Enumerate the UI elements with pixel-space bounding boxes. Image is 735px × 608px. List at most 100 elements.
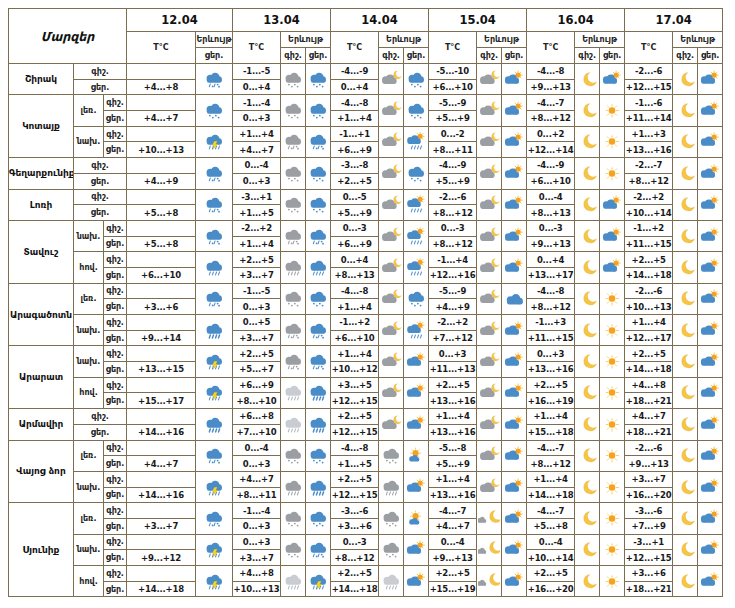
moon-icon xyxy=(673,189,698,220)
day-temp: +3...+6 xyxy=(331,518,379,534)
cloud-rain-lightgray-icon xyxy=(281,409,306,440)
sun-icon xyxy=(600,409,625,440)
day-temp: +14...+16 xyxy=(127,424,196,440)
cloud-sun-icon xyxy=(502,95,527,126)
day-subheader: ցեր. xyxy=(698,48,723,64)
night-temp: -5...-9 xyxy=(429,95,477,111)
cloud-sun-icon xyxy=(404,471,429,502)
cloud-sleet-blue-icon xyxy=(306,534,331,565)
cloud-sun-icon xyxy=(404,409,429,440)
night-temp: +1...+4 xyxy=(527,471,575,487)
night-temp: 0...-5 xyxy=(331,189,379,205)
night-temp: -2...-6 xyxy=(429,189,477,205)
night-temp: +2...+5 xyxy=(331,409,379,425)
night-temp: -1...+1 xyxy=(331,126,379,142)
day-temp: +5...+9 xyxy=(331,205,379,221)
page: Մարզեր12.0413.0414.0415.0416.0417.04T°CԵ… xyxy=(0,0,735,597)
moon-icon xyxy=(673,220,698,251)
day-temp: 0...+3 xyxy=(233,456,281,472)
day-temp: +13...+16 xyxy=(527,362,575,378)
day-temp: +4...+7 xyxy=(127,456,196,472)
night-temp: -4...-9 xyxy=(331,64,379,80)
temp-column-header: T°C xyxy=(625,32,673,64)
sun-cloud-icon xyxy=(404,440,429,471)
day-temp: +13...+16 xyxy=(429,487,477,503)
night-label: գիշ. xyxy=(104,471,127,487)
temp-column-header: T°C xyxy=(331,32,379,64)
day-subheader: ցեր. xyxy=(600,48,625,64)
moon-icon xyxy=(575,440,600,471)
night-label: գիշ. xyxy=(104,315,127,331)
day-temp: +5...+7 xyxy=(233,362,281,378)
night-temp: 0...+2 xyxy=(527,126,575,142)
night-temp xyxy=(127,503,196,519)
cloud-moon-icon xyxy=(477,126,502,157)
cloud-sun-icon xyxy=(502,189,527,220)
moon-icon xyxy=(673,346,698,377)
day-temp: +11...+15 xyxy=(527,330,575,346)
region-name: Տավուշ xyxy=(9,220,74,283)
sun-icon xyxy=(600,95,625,126)
cloud-snow-gray-icon xyxy=(281,64,306,95)
day-temp: +8...+12 xyxy=(527,456,575,472)
night-temp: +2...+5 xyxy=(429,377,477,393)
forecast-row: Արագածոտնլեռ.գիշ.-1...-5-4...-8-5...-9-4… xyxy=(9,283,723,299)
zone-label: լեռ. xyxy=(74,283,104,314)
moon-icon xyxy=(673,64,698,95)
day-temp: +3...+7 xyxy=(233,330,281,346)
night-temp: -1...+4 xyxy=(429,252,477,268)
phenomenon-column-header: Երևույթ xyxy=(477,32,527,48)
sun-icon xyxy=(600,566,625,597)
day-label: ցեր. xyxy=(104,267,127,283)
moon-icon xyxy=(673,95,698,126)
cloud-sun-icon xyxy=(502,64,527,95)
day-temp: +9...+13 xyxy=(527,236,575,252)
night-temp xyxy=(127,220,196,236)
cloud-sun-rain-icon xyxy=(404,315,429,346)
zone-label: նախ. xyxy=(74,346,104,377)
cloud-moon-icon xyxy=(477,377,502,408)
night-temp: 0...+3 xyxy=(527,346,575,362)
cloud-moon-icon xyxy=(379,95,404,126)
night-temp: +1...+4 xyxy=(429,471,477,487)
cloud-sun-icon xyxy=(698,471,723,502)
region-name: Շիրակ xyxy=(9,64,74,95)
sun-icon xyxy=(600,158,625,189)
day-temp: +13...+16 xyxy=(429,393,477,409)
day-temp: +6...+10 xyxy=(127,267,196,283)
cloud-moon-icon xyxy=(477,283,502,314)
night-label: գիշ. xyxy=(74,409,127,425)
day-temp: +1...+4 xyxy=(233,236,281,252)
day-temp: +6...+9 xyxy=(331,236,379,252)
night-subheader: գիշ. xyxy=(673,48,698,64)
cloud-sun-icon xyxy=(404,346,429,377)
day-temp: +10...+14 xyxy=(527,550,575,566)
night-temp: +6...+8 xyxy=(233,409,281,425)
moon-icon xyxy=(575,377,600,408)
night-temp: 0...-2 xyxy=(429,126,477,142)
cloud-sleet-gray-icon xyxy=(281,220,306,251)
night-temp: +1...+4 xyxy=(331,346,379,362)
moon-icon xyxy=(575,471,600,502)
cloud-snow-gray-icon xyxy=(281,95,306,126)
night-label: գիշ. xyxy=(74,64,127,80)
night-temp xyxy=(127,440,196,456)
moon-icon xyxy=(673,409,698,440)
moon-icon xyxy=(575,346,600,377)
night-subheader: գիշ. xyxy=(281,48,306,64)
forecast-row: Կոտայքլեռ.գիշ.-1...-4-4...-8-5...-9-4...… xyxy=(9,95,723,111)
cloud-heavyrain-blue-icon xyxy=(306,471,331,502)
forecast-row: նախ.գիշ.+4...+7+2...+5+1...+4+1...+4+3..… xyxy=(9,471,723,487)
cloud-rain-gray-icon xyxy=(281,471,306,502)
region-name: Գեղարքունիք xyxy=(9,158,74,189)
day-temp: +9...+13 xyxy=(625,456,673,472)
cloud-rain-lightgray-icon xyxy=(379,566,404,597)
day-temp: +12...+17 xyxy=(625,330,673,346)
cloud-blue-icon xyxy=(502,283,527,314)
moon-icon xyxy=(575,566,600,597)
day-label: ցեր. xyxy=(104,362,127,378)
forecast-row: Գեղարքունիքգիշ.0...-4-3...-8-4...-9-4...… xyxy=(9,158,723,174)
day-label: ցեր. xyxy=(104,299,127,315)
zone-label: հով. xyxy=(74,566,104,597)
phenomenon-column-header: Երևույթ xyxy=(196,32,233,48)
